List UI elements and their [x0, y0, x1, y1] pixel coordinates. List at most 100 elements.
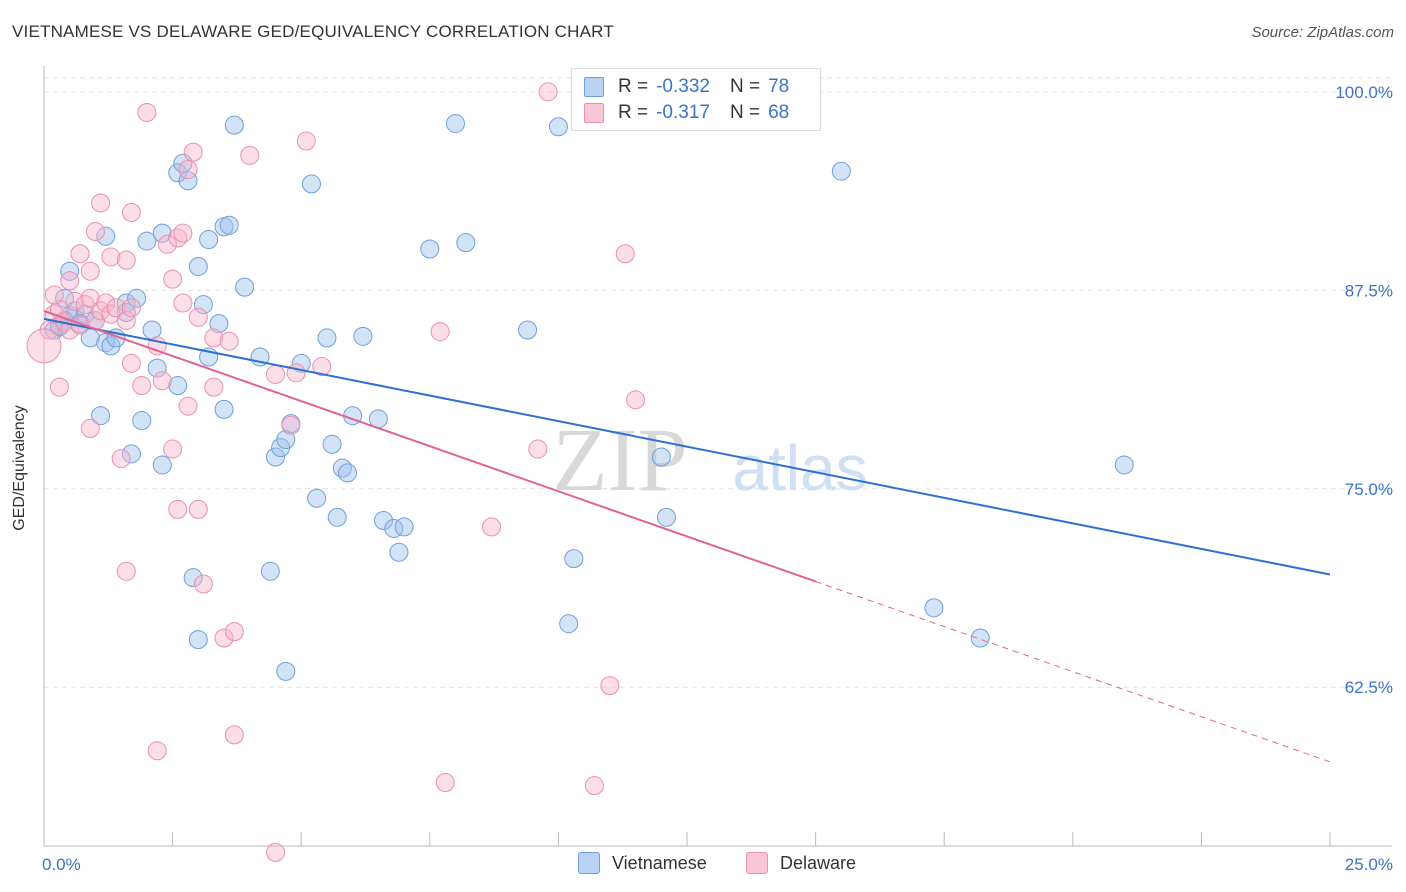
point-vietnamese: [291, 353, 311, 373]
point-vietnamese: [656, 507, 676, 527]
point-vietnamese: [518, 320, 538, 340]
point-vietnamese: [183, 568, 203, 588]
point-delaware: [44, 285, 64, 305]
legend-swatch-vietnamese: [584, 77, 604, 97]
trend-line-vietnamese: [43, 317, 1331, 576]
point-delaware: [173, 293, 193, 313]
point-delaware: [173, 223, 193, 243]
point-delaware: [163, 439, 183, 459]
y-tick-label: 75.0%: [1345, 480, 1393, 499]
point-vietnamese: [219, 215, 239, 235]
point-delaware: [240, 145, 260, 165]
point-delaware: [116, 561, 136, 581]
point-delaware: [163, 269, 183, 289]
point-vietnamese: [353, 326, 373, 346]
point-delaware: [296, 131, 316, 151]
trend-line-delaware: [43, 309, 816, 583]
legend-r-value: -0.317: [656, 102, 710, 123]
point-delaware: [91, 193, 111, 213]
point-vietnamese: [307, 488, 327, 508]
point-delaware: [121, 353, 141, 373]
legend-row-vietnamese: R = -0.332 N = 78: [584, 75, 789, 99]
legend-row-delaware: R = -0.317 N = 68: [584, 101, 789, 125]
point-vietnamese: [55, 288, 75, 308]
point-vietnamese: [147, 358, 167, 378]
point-vietnamese: [137, 231, 157, 251]
point-delaware: [137, 102, 157, 122]
point-vietnamese: [235, 277, 255, 297]
point-vietnamese: [199, 229, 219, 249]
point-delaware: [96, 293, 116, 313]
point-delaware: [49, 377, 69, 397]
point-vietnamese: [152, 223, 172, 243]
point-delaware: [65, 291, 85, 311]
point-vietnamese: [651, 447, 671, 467]
point-delaware: [626, 390, 646, 410]
point-delaware: [204, 377, 224, 397]
point-vietnamese: [132, 410, 152, 430]
point-delaware: [116, 250, 136, 270]
point-delaware: [85, 222, 105, 242]
series-legend-vietnamese[interactable]: Vietnamese: [578, 852, 707, 874]
point-delaware: [482, 517, 502, 537]
legend-n-label: N =: [729, 102, 761, 123]
watermark-zip: ZIP: [553, 411, 688, 510]
point-vietnamese: [394, 517, 414, 537]
watermark-atlas: atlas: [732, 432, 867, 504]
point-vietnamese: [142, 320, 162, 340]
point-delaware: [584, 776, 604, 796]
series-label-delaware: Delaware: [780, 852, 857, 873]
series-swatch-delaware: [746, 852, 768, 874]
point-delaware: [152, 371, 172, 391]
point-delaware: [116, 310, 136, 330]
y-tick-label: 62.5%: [1345, 678, 1393, 697]
point-delaware: [538, 82, 558, 102]
point-vietnamese: [564, 549, 584, 569]
point-delaware: [60, 271, 80, 291]
point-delaware: [26, 328, 62, 364]
watermark: ZIP atlas: [553, 411, 868, 510]
point-vietnamese: [446, 114, 466, 134]
point-vietnamese: [60, 261, 80, 281]
point-vietnamese: [317, 328, 337, 348]
point-vietnamese: [260, 561, 280, 581]
point-delaware: [312, 356, 332, 376]
point-delaware: [214, 628, 234, 648]
stats-legend: R = -0.332 N = 78 R = -0.317 N = 68: [571, 68, 821, 131]
point-vietnamese: [214, 399, 234, 419]
chart-source: Source: ZipAtlas.com: [1251, 24, 1394, 41]
point-delaware: [80, 288, 100, 308]
point-vietnamese: [224, 115, 244, 135]
point-vietnamese: [559, 614, 579, 634]
axes: [43, 66, 1392, 847]
series-legend-delaware[interactable]: Delaware: [746, 852, 856, 874]
point-vietnamese: [188, 630, 208, 650]
point-delaware: [224, 622, 244, 642]
point-delaware: [106, 298, 126, 318]
point-vietnamese: [188, 256, 208, 276]
point-delaware: [147, 741, 167, 761]
point-vietnamese: [389, 542, 409, 562]
point-delaware: [183, 142, 203, 162]
series-legend: Vietnamese Delaware: [0, 852, 1406, 876]
legend-n-value: 78: [768, 76, 790, 97]
legend-n-value: 68: [768, 102, 790, 123]
point-delaware: [111, 449, 131, 469]
point-delaware: [80, 261, 100, 281]
point-vietnamese: [1114, 455, 1134, 475]
point-vietnamese: [970, 628, 990, 648]
series-swatch-vietnamese: [578, 852, 600, 874]
point-delaware: [615, 244, 635, 264]
point-delaware: [101, 247, 121, 267]
point-vietnamese: [193, 295, 213, 315]
point-vietnamese: [168, 163, 188, 183]
point-vietnamese: [91, 406, 111, 426]
point-delaware: [178, 396, 198, 416]
point-vietnamese: [384, 518, 404, 538]
point-vietnamese: [276, 661, 296, 681]
point-vietnamese: [456, 233, 476, 253]
point-vietnamese: [121, 444, 141, 464]
point-vietnamese: [96, 333, 116, 353]
tick-labels: 62.5% 75.0% 87.5% 100.0% 0.0% 25.0%: [42, 83, 1393, 874]
